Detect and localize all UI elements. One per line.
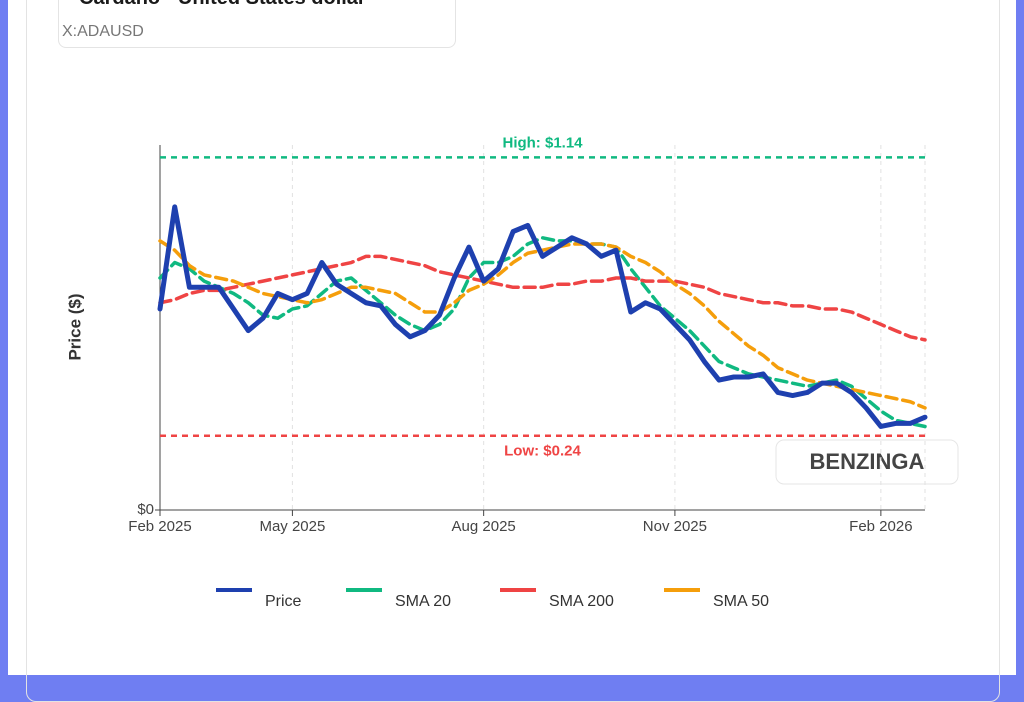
subtitle: X:ADAUSD <box>62 23 144 40</box>
legend-label: SMA 50 <box>713 593 769 610</box>
x-tick-label: Feb 2025 <box>128 518 191 535</box>
legend-label: Price <box>265 593 302 610</box>
page: Cardano - United States dollar X:ADAUSD … <box>8 0 1016 702</box>
watermark: BENZINGA <box>810 449 925 474</box>
header: Cardano - United States dollar X:ADAUSD <box>58 0 456 48</box>
legend-label: SMA 20 <box>395 593 451 610</box>
x-tick-label: May 2025 <box>259 518 325 535</box>
series-line <box>158 239 927 410</box>
reference-label: High: $1.14 <box>502 134 583 151</box>
reference-label: Low: $0.24 <box>504 443 581 460</box>
card: Cardano - United States dollar X:ADAUSD <box>8 0 1016 702</box>
series-line <box>157 204 928 429</box>
watermark-box <box>775 439 959 485</box>
y-tick-label: $0 <box>137 501 154 518</box>
series-line <box>158 254 927 342</box>
legend-label: SMA 200 <box>549 593 614 610</box>
x-tick-label: Feb 2026 <box>849 518 912 535</box>
x-tick-label: Aug 2025 <box>452 518 516 535</box>
title: Cardano - United States dollar <box>79 0 366 10</box>
y-axis-label: Price ($) <box>65 293 84 360</box>
x-tick-label: Nov 2025 <box>643 518 707 535</box>
series-line <box>158 236 927 429</box>
